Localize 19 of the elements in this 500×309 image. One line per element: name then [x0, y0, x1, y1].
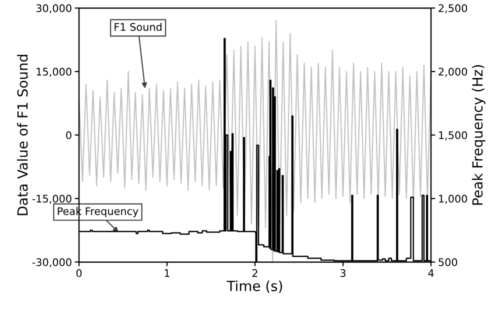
- y2-tick-label: 1,500: [439, 131, 468, 140]
- x-tick-label: 0: [76, 269, 82, 278]
- y2-tick-label: 2,000: [438, 68, 468, 77]
- x-axis-title: Time (s): [226, 280, 282, 293]
- y-tick-label: -30,000: [32, 258, 72, 268]
- x-tick-label: 3: [340, 269, 346, 278]
- x-tick-label: 1: [164, 269, 170, 277]
- y2-tick-label: 1,000: [439, 194, 468, 204]
- y2-tick-label: 2,500: [438, 4, 468, 14]
- x-tick-label: 4: [428, 269, 434, 277]
- y2-tick-label: 500: [438, 258, 458, 266]
- x-tick-label: 2: [252, 269, 258, 277]
- y-tick-label: 15,000: [36, 68, 72, 77]
- y-tick-label: 30,000: [36, 4, 72, 14]
- y-tick-label: -15,000: [32, 194, 72, 204]
- y-tick-label: 0: [66, 131, 72, 140]
- y2-axis-title: Peak Frequency (Hz): [472, 65, 486, 205]
- annotation: F1 Sound: [114, 22, 162, 31]
- y-axis-title: Data Value of F1 Sound: [17, 54, 28, 216]
